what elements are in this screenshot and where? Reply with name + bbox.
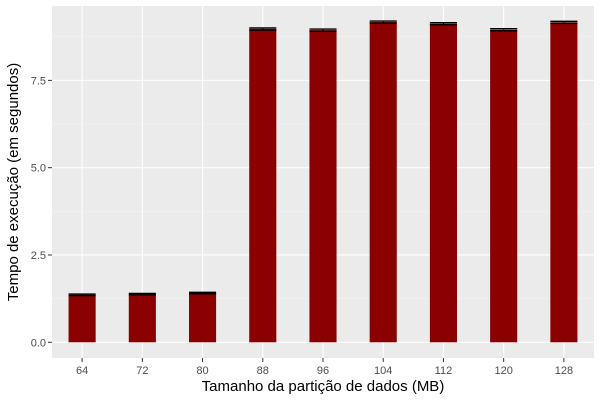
y-tick-label: 0.0: [31, 337, 46, 349]
y-tick-label: 2.5: [31, 250, 46, 262]
bar-80: [189, 293, 217, 343]
x-tick-label: 80: [196, 365, 208, 377]
x-tick-label: 64: [76, 365, 88, 377]
bars: [68, 22, 578, 343]
x-tick-label: 96: [317, 365, 329, 377]
y-tick-label: 5.0: [31, 163, 46, 175]
y-axis-title: Tempo de execução (em segundos): [5, 63, 22, 301]
x-tick-label: 72: [136, 365, 148, 377]
x-tick-label: 88: [257, 365, 269, 377]
bar-96: [309, 30, 337, 343]
x-axis: 64 72 80 88 96 104 112 120 128: [76, 358, 573, 377]
x-tick-label: 128: [555, 365, 573, 377]
bar-64: [68, 294, 96, 343]
bar-88: [249, 29, 277, 343]
x-tick-label: 112: [435, 365, 453, 377]
x-tick-label: 120: [494, 365, 512, 377]
x-tick-label: 104: [374, 365, 392, 377]
bar-128: [550, 22, 578, 343]
x-axis-title: Tamanho da partição de dados (MB): [202, 378, 445, 395]
bar-112: [429, 23, 457, 343]
bar-72: [128, 294, 156, 343]
error-bars: [68, 20, 578, 297]
bar-120: [490, 29, 518, 343]
y-axis: 0.0 2.5 5.0 7.5: [31, 75, 52, 349]
y-tick-label: 7.5: [31, 75, 46, 87]
bar-104: [369, 22, 397, 343]
